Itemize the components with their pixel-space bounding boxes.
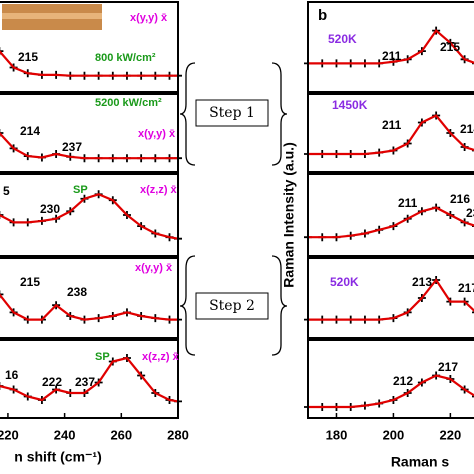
annotation: x(y,y) x̄ [130, 12, 168, 24]
annotation: 16 [5, 368, 19, 382]
annotation: 217 [458, 281, 474, 295]
annotation: 23 [466, 206, 474, 220]
y-axis-label: Raman Intensity (a.u.) [281, 142, 297, 287]
panel-frame [0, 1, 179, 93]
annotation: 5 [3, 184, 10, 198]
step-box [195, 99, 269, 127]
annotation: 215 [18, 50, 38, 64]
annotation: 216 [450, 192, 470, 206]
annotation: 217 [438, 360, 458, 374]
data-point [0, 290, 4, 299]
annotation: 238 [67, 285, 87, 299]
step-label: Step 2 [209, 298, 255, 314]
annotation: 800 kW/cm² [95, 52, 156, 64]
panel-frame [0, 339, 179, 419]
annotation: 211 [382, 49, 402, 63]
annotation: x(y,y) x̄ [138, 128, 176, 140]
annotation: b [318, 7, 327, 24]
x-tick-label: 260 [110, 427, 132, 442]
panel-frame [307, 339, 474, 419]
annotation: 213 [412, 275, 432, 289]
panel-frame [0, 257, 179, 339]
panel-frame [0, 93, 179, 173]
x-tick-label: 180 [326, 427, 348, 442]
annotation: SP [95, 351, 110, 363]
annotation: 520K [330, 275, 359, 289]
inset-image-wire [2, 13, 102, 19]
fit-line [0, 293, 178, 321]
annotation: 215 [20, 275, 40, 289]
annotation: 1450K [332, 98, 368, 112]
annotation: 230 [40, 202, 60, 216]
step-box [195, 292, 269, 320]
x-axis-label: Raman s [391, 454, 450, 470]
fit-line [0, 50, 178, 77]
fit-line [308, 114, 474, 156]
x-tick-label: 280 [167, 427, 189, 442]
fit-line [308, 206, 474, 239]
panel-frame [0, 173, 179, 257]
annotation: x(z,z) x̄ [140, 184, 178, 196]
annotation: 5200 kW/cm² [95, 97, 162, 109]
annotation: 211 [398, 196, 418, 210]
data-point [0, 129, 4, 137]
fit-line [308, 28, 474, 65]
data-point [0, 211, 4, 219]
x-axis-label: n shift (cm⁻¹) [14, 449, 102, 465]
bracket [271, 62, 288, 166]
annotation: x(z,z) x̄ [142, 351, 180, 363]
annotation: 520K [328, 32, 357, 46]
annotation: 211 [382, 118, 402, 132]
data-point [472, 311, 474, 314]
annotation: 237 [75, 375, 95, 389]
panel-frame [307, 257, 474, 339]
annotation: 212 [393, 374, 413, 388]
panel-frame [307, 1, 474, 93]
step-label: Step 1 [209, 105, 255, 121]
x-tick-label: 220 [0, 427, 19, 442]
fit-line [0, 193, 179, 240]
x-tick-label: 220 [440, 427, 462, 442]
annotation: SP [73, 184, 88, 196]
annotation: 214 [460, 122, 474, 136]
x-tick-label: 200 [383, 427, 405, 442]
fit-line [308, 278, 474, 321]
panel-frame [307, 173, 474, 257]
bracket [179, 255, 196, 356]
data-point [0, 47, 4, 56]
annotation: 237 [62, 140, 82, 154]
bracket [271, 255, 288, 356]
fit-line [0, 356, 179, 403]
x-tick-label: 240 [54, 427, 76, 442]
data-point [472, 395, 474, 398]
annotation: 222 [42, 375, 62, 389]
annotation: 215 [440, 40, 460, 54]
fit-line [0, 132, 178, 160]
panel-frame [307, 93, 474, 173]
annotation: 214 [20, 124, 40, 138]
bracket [179, 62, 196, 166]
fit-line [308, 374, 474, 409]
annotation: x(y,y) x̄ [135, 262, 173, 274]
